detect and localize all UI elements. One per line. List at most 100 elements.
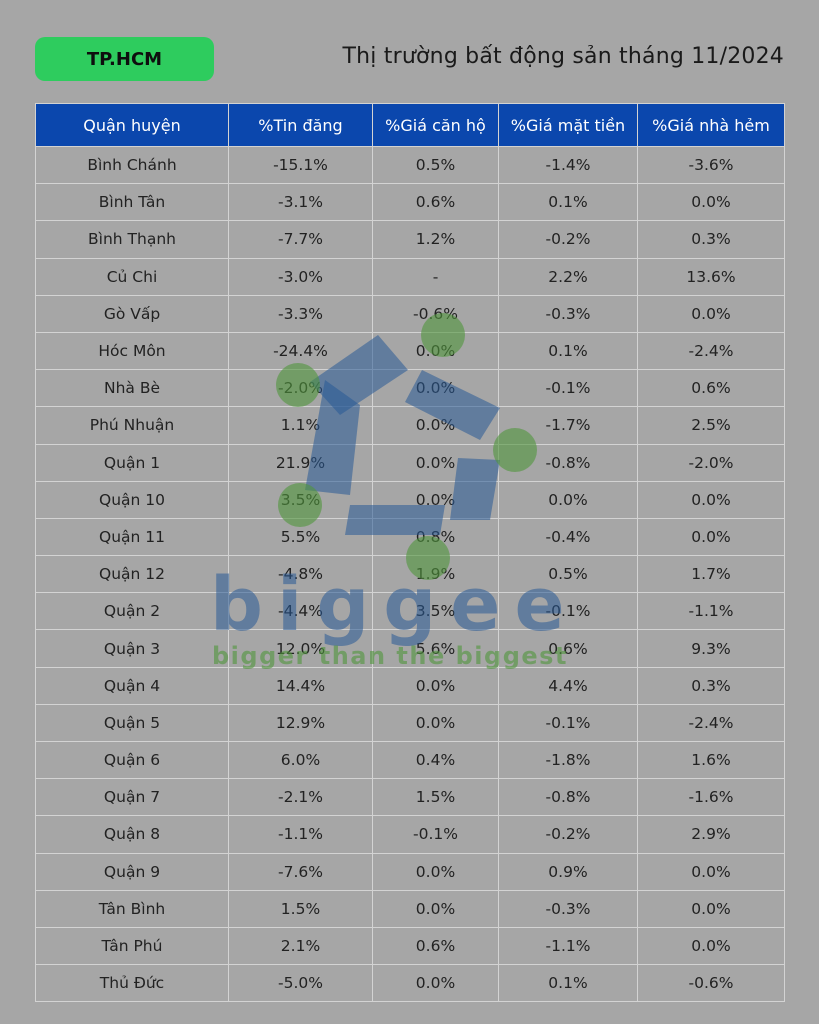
- cell-street-front-price: -0.4%: [498, 517, 638, 557]
- column-header-street-front-price: %Giá mặt tiền: [498, 103, 638, 147]
- cell-alley-house-price: -2.0%: [637, 443, 785, 482]
- cell-district: Bình Chánh: [35, 145, 229, 185]
- cell-street-front-price: -0.2%: [498, 220, 638, 259]
- cell-alley-house-price: -0.6%: [637, 964, 785, 1003]
- cell-listings: 3.5%: [228, 480, 373, 519]
- cell-street-front-price: -0.3%: [498, 294, 638, 333]
- cell-district: Quận 12: [35, 555, 229, 594]
- table-row: Quận 11 5.5% 0.8% -0.4% 0.0%: [35, 517, 785, 557]
- cell-street-front-price: 4.4%: [498, 666, 638, 705]
- cell-street-front-price: 0.1%: [498, 183, 638, 222]
- cell-street-front-price: -0.8%: [498, 778, 638, 817]
- cell-apartment-price: 0.0%: [372, 889, 499, 928]
- cell-district: Quận 5: [35, 703, 229, 743]
- cell-district: Quận 1: [35, 443, 229, 482]
- cell-listings: -7.7%: [228, 220, 373, 259]
- cell-apartment-price: 3.5%: [372, 592, 499, 631]
- column-header-alley-house-price: %Giá nhà hẻm: [637, 103, 785, 147]
- cell-district: Quận 2: [35, 592, 229, 631]
- cell-alley-house-price: 0.0%: [637, 480, 785, 519]
- cell-apartment-price: -0.1%: [372, 815, 499, 854]
- table-row: Nhà Bè -2.0% 0.0% -0.1% 0.6%: [35, 369, 785, 408]
- cell-alley-house-price: 0.0%: [637, 294, 785, 333]
- cell-apartment-price: 0.0%: [372, 480, 499, 519]
- cell-street-front-price: -1.4%: [498, 145, 638, 185]
- cell-listings: -2.0%: [228, 369, 373, 408]
- cell-alley-house-price: 13.6%: [637, 257, 785, 296]
- cell-apartment-price: 1.5%: [372, 778, 499, 817]
- table-row: Quận 8 -1.1% -0.1% -0.2% 2.9%: [35, 815, 785, 854]
- table-row: Hóc Môn -24.4% 0.0% 0.1% -2.4%: [35, 331, 785, 371]
- column-header-apartment-price: %Giá căn hộ: [372, 103, 499, 147]
- cell-listings: 1.1%: [228, 406, 373, 445]
- cell-district: Quận 9: [35, 852, 229, 891]
- table-header-row: Quận huyện %Tin đăng %Giá căn hộ %Giá mặ…: [35, 103, 785, 147]
- cell-apartment-price: 0.4%: [372, 740, 499, 780]
- cell-apartment-price: 0.0%: [372, 369, 499, 408]
- cell-district: Quận 7: [35, 778, 229, 817]
- cell-listings: -1.1%: [228, 815, 373, 854]
- market-table: Quận huyện %Tin đăng %Giá căn hộ %Giá mặ…: [35, 103, 785, 1003]
- cell-alley-house-price: 9.3%: [637, 629, 785, 668]
- cell-apartment-price: 0.6%: [372, 926, 499, 966]
- cell-alley-house-price: 2.9%: [637, 815, 785, 854]
- table-row: Bình Thạnh -7.7% 1.2% -0.2% 0.3%: [35, 220, 785, 259]
- cell-alley-house-price: 0.0%: [637, 889, 785, 928]
- cell-listings: 21.9%: [228, 443, 373, 482]
- table-row: Phú Nhuận 1.1% 0.0% -1.7% 2.5%: [35, 406, 785, 445]
- cell-street-front-price: 0.1%: [498, 964, 638, 1003]
- cell-alley-house-price: 0.0%: [637, 852, 785, 891]
- cell-street-front-price: -1.7%: [498, 406, 638, 445]
- table-row: Quận 5 12.9% 0.0% -0.1% -2.4%: [35, 703, 785, 743]
- cell-apartment-price: 0.0%: [372, 406, 499, 445]
- cell-alley-house-price: 1.6%: [637, 740, 785, 780]
- cell-street-front-price: 0.1%: [498, 331, 638, 371]
- cell-listings: -24.4%: [228, 331, 373, 371]
- table-row: Tân Bình 1.5% 0.0% -0.3% 0.0%: [35, 889, 785, 928]
- cell-apartment-price: 0.0%: [372, 964, 499, 1003]
- table-row: Tân Phú 2.1% 0.6% -1.1% 0.0%: [35, 926, 785, 966]
- cell-alley-house-price: 0.0%: [637, 517, 785, 557]
- cell-district: Củ Chi: [35, 257, 229, 296]
- cell-apartment-price: -: [372, 257, 499, 296]
- cell-apartment-price: 0.5%: [372, 145, 499, 185]
- cell-listings: 14.4%: [228, 666, 373, 705]
- cell-apartment-price: 0.0%: [372, 443, 499, 482]
- column-header-listings: %Tin đăng: [228, 103, 373, 147]
- cell-apartment-price: 1.2%: [372, 220, 499, 259]
- cell-district: Hóc Môn: [35, 331, 229, 371]
- cell-alley-house-price: 0.3%: [637, 220, 785, 259]
- cell-apartment-price: 0.0%: [372, 703, 499, 743]
- table-row: Quận 4 14.4% 0.0% 4.4% 0.3%: [35, 666, 785, 705]
- watermark-tagline: bigger than the biggest: [212, 642, 568, 670]
- cell-alley-house-price: 0.0%: [637, 926, 785, 966]
- cell-district: Quận 4: [35, 666, 229, 705]
- column-header-district: Quận huyện: [35, 103, 229, 147]
- cell-listings: 6.0%: [228, 740, 373, 780]
- cell-alley-house-price: -3.6%: [637, 145, 785, 185]
- table-row: Quận 1 21.9% 0.0% -0.8% -2.0%: [35, 443, 785, 482]
- table-row: Bình Tân -3.1% 0.6% 0.1% 0.0%: [35, 183, 785, 222]
- cell-street-front-price: -0.3%: [498, 889, 638, 928]
- cell-apartment-price: -0.6%: [372, 294, 499, 333]
- cell-apartment-price: 0.0%: [372, 666, 499, 705]
- table-row: Gò Vấp -3.3% -0.6% -0.3% 0.0%: [35, 294, 785, 333]
- cell-street-front-price: 0.9%: [498, 852, 638, 891]
- cell-apartment-price: 0.6%: [372, 183, 499, 222]
- cell-district: Quận 11: [35, 517, 229, 557]
- table-row: Thủ Đức -5.0% 0.0% 0.1% -0.6%: [35, 964, 785, 1003]
- cell-district: Quận 6: [35, 740, 229, 780]
- table-row: Quận 9 -7.6% 0.0% 0.9% 0.0%: [35, 852, 785, 891]
- cell-district: Thủ Đức: [35, 964, 229, 1003]
- cell-listings: -3.1%: [228, 183, 373, 222]
- cell-alley-house-price: 2.5%: [637, 406, 785, 445]
- cell-alley-house-price: 0.0%: [637, 183, 785, 222]
- cell-apartment-price: 0.8%: [372, 517, 499, 557]
- cell-street-front-price: 0.5%: [498, 555, 638, 594]
- cell-street-front-price: -0.1%: [498, 592, 638, 631]
- cell-street-front-price: -1.8%: [498, 740, 638, 780]
- cell-alley-house-price: -2.4%: [637, 703, 785, 743]
- cell-district: Quận 10: [35, 480, 229, 519]
- cell-district: Phú Nhuận: [35, 406, 229, 445]
- cell-street-front-price: -1.1%: [498, 926, 638, 966]
